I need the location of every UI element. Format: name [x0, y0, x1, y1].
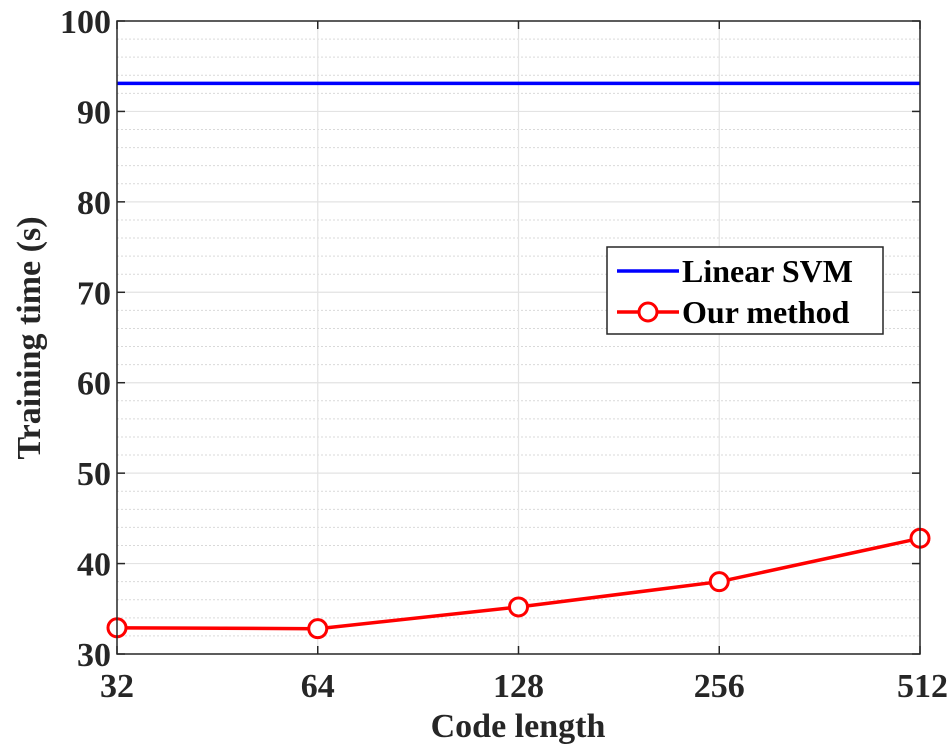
y-tick-label: 90: [77, 94, 111, 131]
x-tick-label: 32: [100, 668, 134, 705]
y-tick-label: 30: [77, 637, 111, 674]
x-tick-label: 256: [694, 668, 745, 705]
y-axis-label: Training time (s): [11, 216, 48, 459]
y-tick-label: 50: [77, 456, 111, 493]
y-tick-labels: 30 40 50 60 70 80 90 100: [60, 4, 111, 674]
data-point-our-method: [508, 596, 529, 618]
axis-ticks: [116, 20, 921, 655]
x-tick-label: 64: [301, 668, 335, 705]
y-tick-label: 40: [77, 547, 111, 584]
legend-label-our-method: Our method: [682, 294, 850, 330]
x-tick-label: 512: [897, 668, 948, 705]
x-tick-label: 128: [493, 668, 544, 705]
legend-marker-our-method: [637, 301, 659, 323]
y-tick-label: 60: [77, 366, 111, 403]
y-tick-label: 100: [60, 4, 111, 41]
x-tick-labels: 32 64 128 256 512: [100, 668, 948, 705]
data-point-our-method: [307, 618, 329, 640]
x-axis-label: Code length: [431, 708, 606, 745]
legend: Linear SVM Our method: [606, 246, 884, 335]
y-tick-label: 70: [77, 275, 111, 312]
legend-label-linear-svm: Linear SVM: [682, 253, 853, 289]
y-tick-label: 80: [77, 185, 111, 222]
data-point-our-method: [708, 571, 730, 593]
